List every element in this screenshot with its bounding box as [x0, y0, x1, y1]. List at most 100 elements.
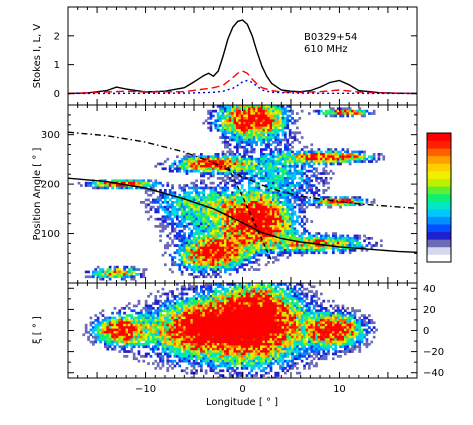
pa-density-cell	[300, 203, 304, 207]
pa-density-cell	[209, 191, 213, 195]
pa-density-cell	[293, 169, 297, 173]
xi-density-cell	[171, 343, 174, 346]
pa-density-cell	[190, 205, 194, 209]
pa-density-cell	[238, 232, 242, 235]
pa-density-cell	[341, 246, 345, 250]
pa-density-cell	[190, 246, 194, 250]
pa-density-cell	[248, 208, 251, 211]
xi-density-cell	[178, 347, 182, 351]
pa-density-cell	[219, 253, 222, 257]
xi-density-cell	[147, 311, 150, 315]
pa-density-cell	[320, 203, 323, 207]
pa-density-cell	[267, 160, 270, 163]
pa-density-cell	[226, 196, 230, 199]
pa-density-cell	[190, 203, 194, 207]
pa-density-cell	[276, 241, 280, 245]
pa-density-cell	[197, 213, 201, 216]
xi-density-cell	[92, 321, 95, 325]
pa-density-cell	[226, 217, 230, 221]
xi-density-cell	[159, 352, 162, 356]
xi-density-cell	[221, 340, 225, 344]
xi-density-cell	[147, 304, 150, 308]
pa-density-cell	[260, 107, 263, 111]
pa-density-cell	[303, 246, 306, 250]
pa-density-cell	[233, 208, 237, 211]
xi-density-cell	[219, 304, 222, 308]
pa-density-cell	[269, 201, 273, 204]
pa-density-cell	[288, 227, 292, 231]
pa-density-cell	[214, 253, 218, 257]
pa-density-cell	[334, 241, 338, 245]
pa-density-cell	[171, 186, 174, 190]
pa-density-cell	[276, 160, 280, 163]
pa-density-cell	[192, 160, 196, 163]
xi-density-cell	[84, 331, 88, 334]
pa-density-cell	[128, 181, 131, 185]
pa-density-cell	[245, 191, 249, 195]
pa-density-cell	[334, 157, 338, 161]
pa-density-cell	[238, 265, 242, 269]
pa-density-cell	[293, 220, 297, 223]
pa-density-cell	[276, 150, 280, 154]
xi-density-cell	[195, 316, 198, 320]
pa-density-cell	[262, 198, 266, 202]
pa-density-cell	[298, 141, 302, 144]
pa-density-cell	[293, 174, 297, 178]
pa-density-cell	[236, 261, 239, 264]
xi-density-cell	[156, 311, 160, 315]
pa-density-cell	[248, 141, 251, 144]
pa-density-cell	[197, 234, 201, 238]
pa-density-cell	[255, 136, 258, 139]
pa-density-cell	[336, 201, 340, 204]
pa-density-cell	[197, 268, 201, 271]
pa-density-cell	[195, 220, 198, 223]
xi-density-cell	[221, 364, 225, 368]
pa-density-cell	[288, 165, 292, 168]
pa-density-cell	[250, 177, 254, 180]
pa-density-cell	[219, 275, 222, 279]
pa-density-cell	[212, 109, 215, 113]
pa-density-cell	[228, 268, 232, 271]
xi-density-cell	[212, 328, 215, 332]
pa-density-cell	[166, 196, 170, 199]
pa-density-cell	[231, 232, 234, 235]
pa-density-cell	[245, 198, 249, 202]
xi-density-cell	[154, 359, 158, 363]
pa-density-cell	[281, 167, 285, 171]
xi-density-cell	[209, 333, 213, 337]
xi-density-cell	[180, 359, 184, 363]
pa-density-cell	[260, 201, 263, 204]
pa-density-cell	[224, 191, 227, 195]
pa-density-cell	[250, 107, 254, 111]
pa-density-cell	[332, 241, 335, 245]
pa-density-cell	[161, 205, 165, 209]
pa-density-cell	[226, 222, 230, 226]
pa-density-cell	[303, 172, 306, 175]
xi-density-cell	[221, 299, 225, 303]
pa-density-cell	[240, 246, 244, 250]
pa-density-cell	[200, 256, 203, 259]
pa-density-cell	[228, 148, 232, 151]
pa-density-cell	[260, 210, 263, 214]
pa-density-cell	[264, 225, 268, 228]
xi-density-cell	[180, 338, 184, 341]
pa-density-cell	[281, 114, 285, 118]
xi-density-cell	[185, 335, 189, 339]
xi-density-cell	[212, 290, 215, 293]
pa-density-cell	[231, 107, 234, 111]
xi-density-cell	[171, 347, 174, 351]
pa-density-cell	[188, 208, 191, 211]
pa-density-cell	[180, 249, 184, 252]
xi-density-cell	[216, 319, 220, 322]
pa-density-cell	[200, 174, 203, 178]
pa-density-cell	[226, 189, 230, 192]
pa-density-cell	[288, 225, 292, 228]
pa-density-cell	[204, 155, 208, 159]
xi-density-cell	[125, 350, 129, 353]
pa-density-cell	[274, 131, 278, 135]
pa-density-cell	[279, 177, 282, 180]
pa-density-cell	[348, 244, 352, 247]
xi-density-cell	[171, 359, 174, 363]
pa-density-cell	[296, 191, 299, 195]
pa-density-cell	[286, 121, 290, 125]
